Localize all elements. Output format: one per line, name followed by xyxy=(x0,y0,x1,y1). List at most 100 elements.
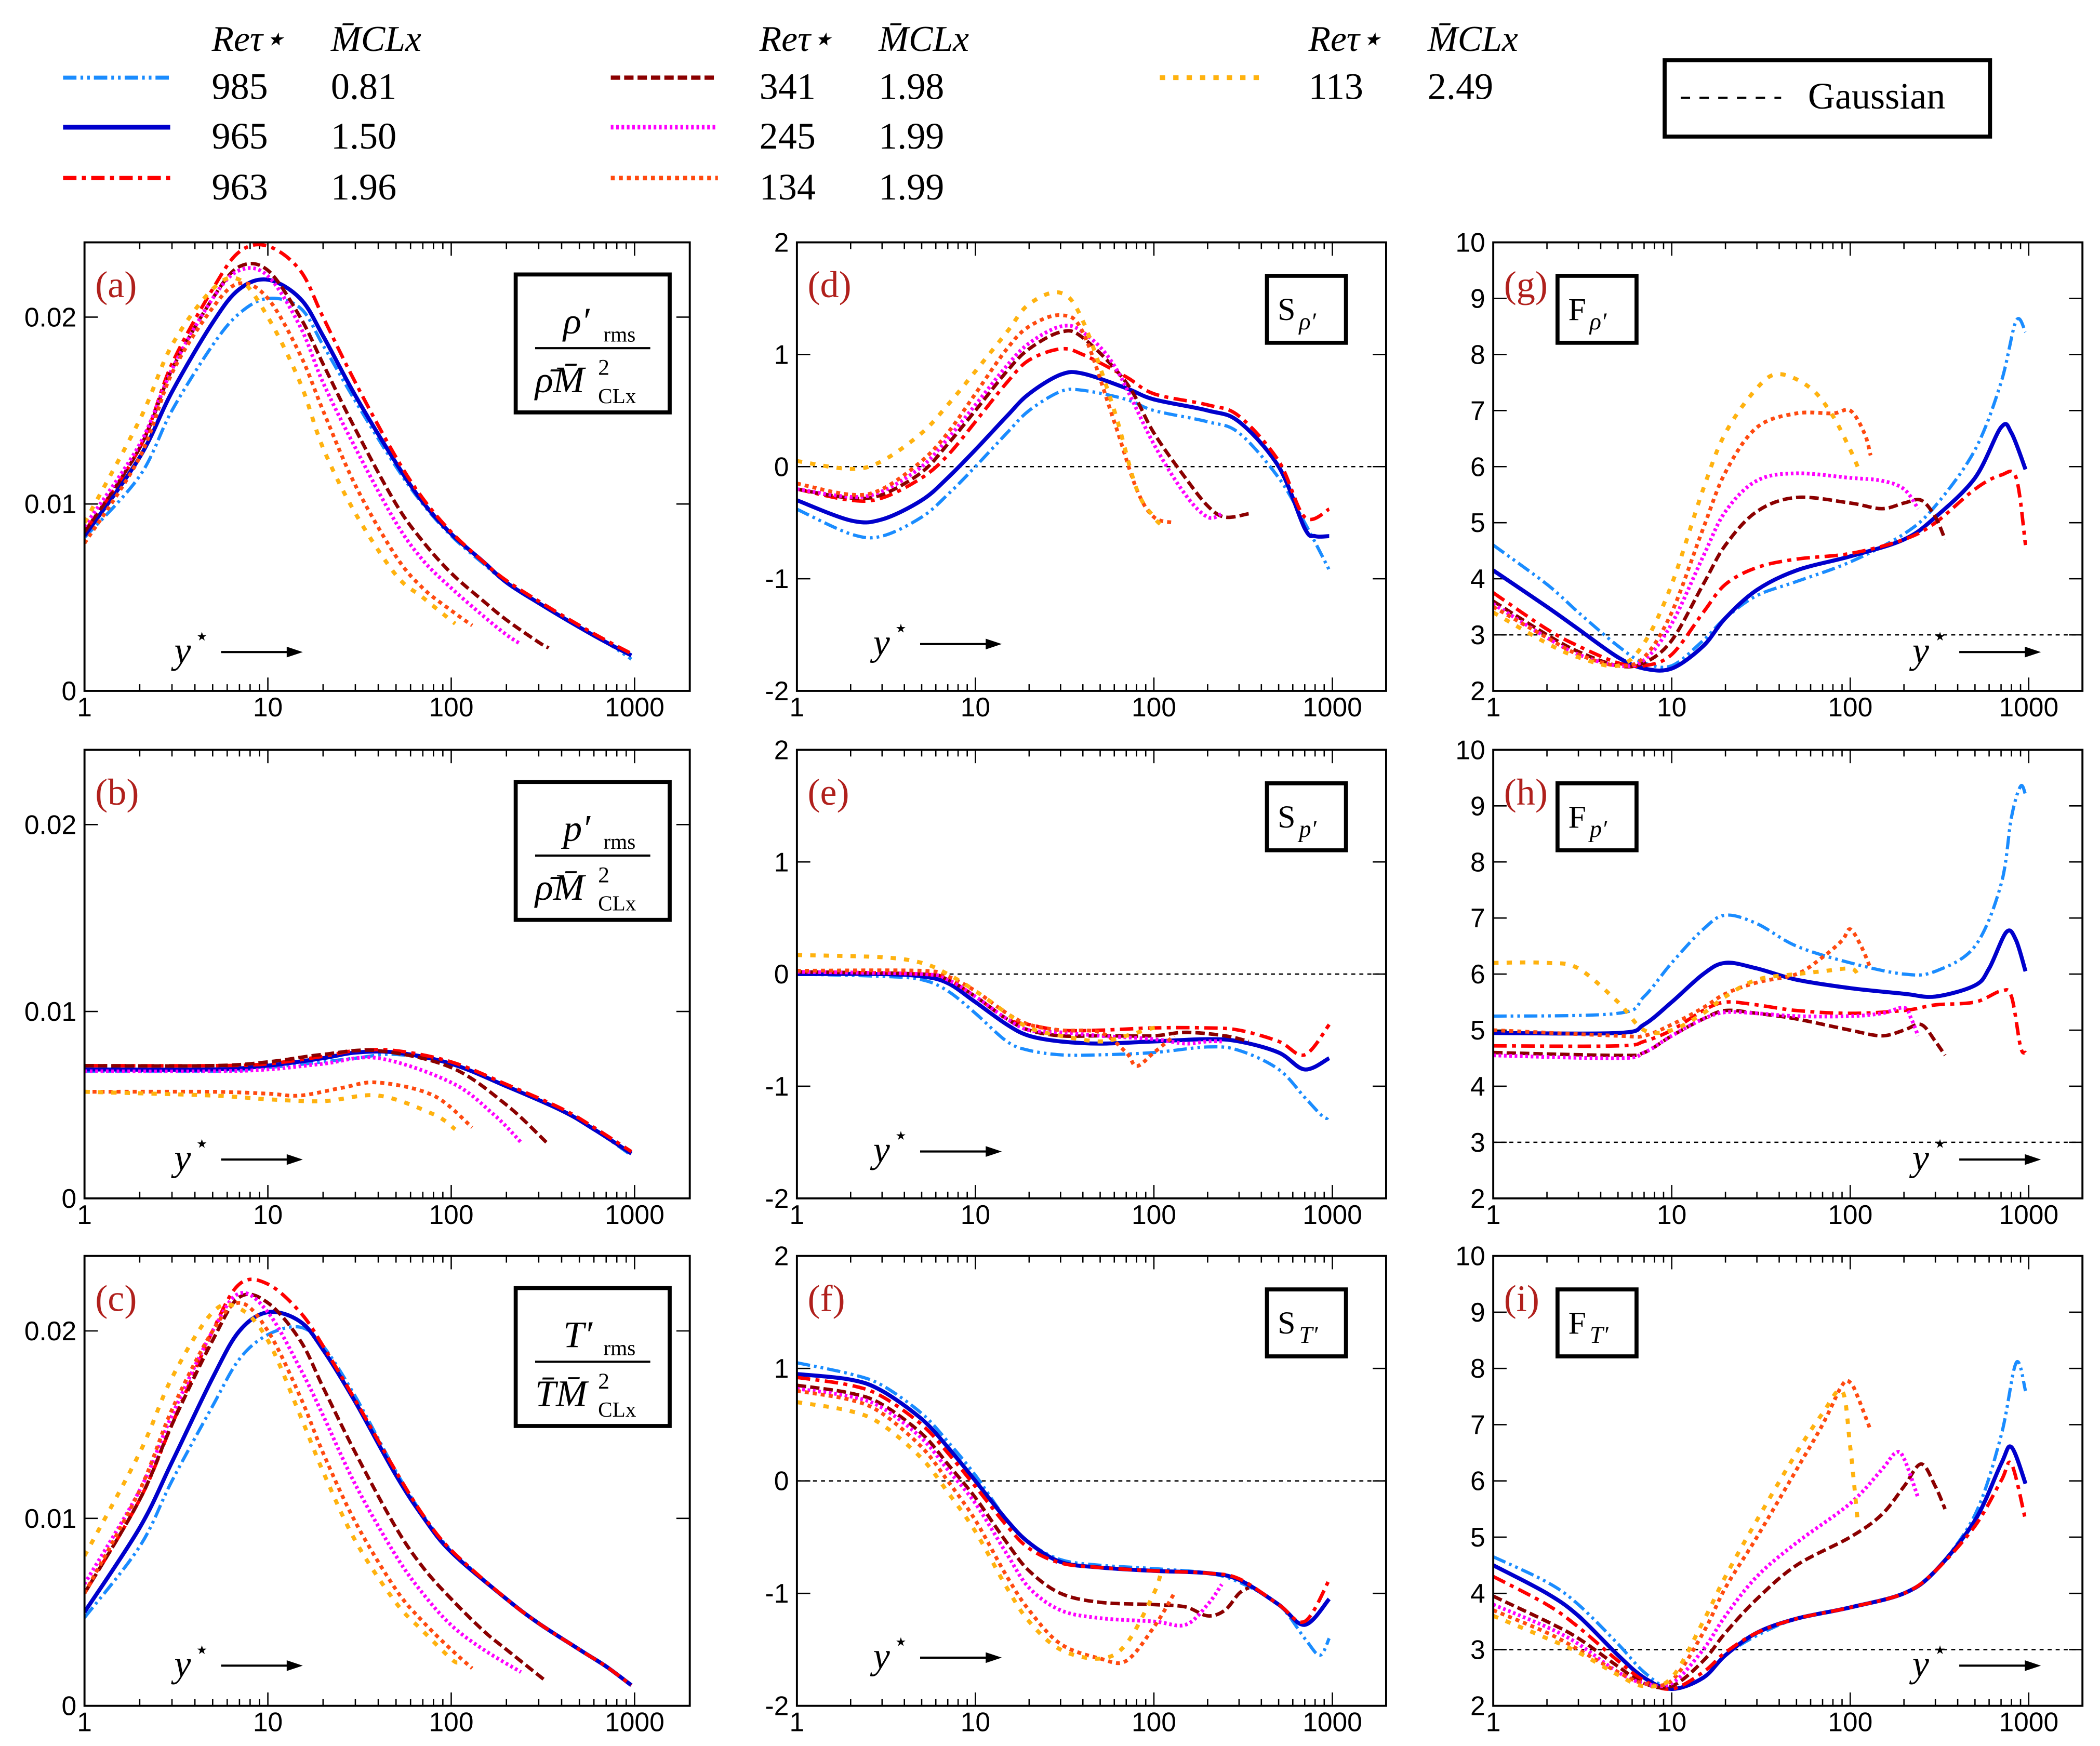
panel-i: 1 10 100 1000 2 3 4 5 6 7 8 9 10 (i) F T′ y ⋆ xyxy=(1455,1241,2084,1737)
legend-header-re: Reτ⋆ xyxy=(211,19,286,59)
y-star-superscript: ⋆ xyxy=(893,1123,908,1149)
y-tick-label: 6 xyxy=(1470,959,1485,989)
series-line-re-965 xyxy=(1493,422,2028,673)
y-tick-label: 5 xyxy=(1470,508,1485,538)
series-line-re-245 xyxy=(1493,1449,1920,1688)
series-line-re-341 xyxy=(1493,495,1947,669)
quantity-subscript: p′ xyxy=(1297,816,1317,843)
y-tick-label: 2 xyxy=(774,1241,789,1271)
quantity-symbol: S xyxy=(1278,799,1295,835)
series-line-re-963 xyxy=(796,346,1330,522)
series-line-re-341 xyxy=(1493,1462,1947,1690)
panel-e: 1 10 100 1000 -2 -1 0 1 2 (e) S p′ y ⋆ xyxy=(765,735,1387,1230)
y-tick-label: -2 xyxy=(765,1691,789,1721)
series-line-re-985 xyxy=(796,1361,1331,1657)
legend-entry: 985 0.81 xyxy=(63,66,396,108)
series-line-re-134 xyxy=(796,313,1175,525)
x-tick-label: 1000 xyxy=(1999,1199,2058,1230)
legend-header-re: Reτ⋆ xyxy=(759,19,833,59)
legend-entry: 245 1.99 xyxy=(610,115,944,157)
legend-re-value: 963 xyxy=(212,166,268,208)
y-star-superscript: ⋆ xyxy=(194,1637,209,1663)
panel-h: 1 10 100 1000 2 3 4 5 6 7 8 9 10 (h) F p′ y ⋆ xyxy=(1455,735,2084,1230)
series-line-re-113 xyxy=(1493,372,1860,669)
y-tick-label: 7 xyxy=(1470,395,1485,425)
x-tick-label: 10 xyxy=(961,1199,990,1230)
y-star-superscript: ⋆ xyxy=(1933,623,1948,650)
legend-entry: 134 1.99 xyxy=(610,166,944,208)
x-tick-label: 1000 xyxy=(605,692,664,722)
x-tick-label: 10 xyxy=(1657,1707,1686,1737)
y-tick-label: 0 xyxy=(62,1691,77,1721)
y-tick-label: 4 xyxy=(1470,1578,1485,1608)
y-star-superscript: ⋆ xyxy=(194,1131,209,1157)
quantity-numerator: T′ xyxy=(563,1314,593,1355)
series-line-re-341 xyxy=(796,329,1250,519)
quantity-denominator: ρ̄M̄ xyxy=(534,359,587,401)
series-line-re-245 xyxy=(84,1055,523,1144)
x-tick-label: 100 xyxy=(1828,1707,1872,1737)
y-tick-label: 3 xyxy=(1470,1634,1485,1664)
quantity-numerator: ρ′ xyxy=(562,300,590,342)
series-line-re-341 xyxy=(1493,1008,1947,1057)
series-line-re-965 xyxy=(84,1310,633,1687)
y-tick-label: 8 xyxy=(1470,1353,1485,1383)
y-tick-label: 1 xyxy=(774,847,789,877)
arrow-head-icon xyxy=(2025,1660,2041,1671)
x-tick-label: 10 xyxy=(961,1707,990,1737)
quantity-denominator: ρ̄M̄ xyxy=(534,867,587,908)
panel-label: (a) xyxy=(95,264,137,305)
panel-label: (c) xyxy=(95,1277,137,1319)
x-tick-label: 100 xyxy=(429,1707,474,1737)
y-tick-label: 0.01 xyxy=(24,489,76,519)
y-star-superscript: ⋆ xyxy=(194,623,209,650)
series-line-re-245 xyxy=(1493,1006,1920,1060)
plot-frame xyxy=(83,1255,691,1707)
y-tick-label: 1 xyxy=(774,1353,789,1383)
y-tick-label: 4 xyxy=(1470,1071,1485,1101)
x-tick-label: 100 xyxy=(1132,1199,1176,1230)
arrow-head-icon xyxy=(2025,1154,2041,1165)
quantity-numerator-sub: rms xyxy=(603,830,635,854)
plot-frame xyxy=(1492,749,2084,1199)
y-tick-label: 7 xyxy=(1470,903,1485,933)
quantity-denominator-sup: 2 xyxy=(598,355,609,380)
quantity-subscript: ρ′ xyxy=(1589,309,1607,335)
series-line-re-134 xyxy=(1493,1378,1872,1688)
y-tick-label: 1 xyxy=(774,339,789,369)
panel-b: 1 10 100 1000 0 0.01 0.02 (b) p′ rms ρ̄M̄ 2 CLx y ⋆ xyxy=(24,749,691,1230)
quantity-box xyxy=(1555,1287,1639,1358)
y-tick-label: 9 xyxy=(1470,1297,1485,1327)
series-line-re-341 xyxy=(84,262,550,650)
x-tick-label: 1 xyxy=(790,692,805,722)
y-tick-label: 2 xyxy=(1470,676,1485,706)
x-tick-label: 1 xyxy=(77,1199,92,1230)
y-tick-label: 0.02 xyxy=(24,809,76,839)
y-tick-label: 0 xyxy=(62,1183,77,1214)
series-line-re-113 xyxy=(796,953,1163,1044)
quantity-numerator-sub: rms xyxy=(603,322,635,346)
y-tick-label: 5 xyxy=(1470,1015,1485,1045)
y-tick-label: 3 xyxy=(1470,1127,1485,1157)
series-group xyxy=(796,953,1331,1120)
series-line-re-341 xyxy=(84,1048,548,1144)
series-line-re-965 xyxy=(796,971,1331,1072)
plot-frame xyxy=(795,1255,1387,1707)
quantity-box xyxy=(1555,781,1639,852)
y-tick-label: 9 xyxy=(1470,283,1485,313)
series-line-re-134 xyxy=(796,1389,1176,1665)
y-tick-label: 0.01 xyxy=(24,996,76,1027)
y-tick-label: -1 xyxy=(765,1071,789,1101)
quantity-denominator-sub: CLx xyxy=(598,384,636,408)
panel-label: (e) xyxy=(807,771,849,813)
legend-re-value: 245 xyxy=(760,115,816,157)
y-star-label: y xyxy=(870,621,890,663)
y-star-label: y xyxy=(170,1137,191,1179)
legend-m-value: 1.50 xyxy=(331,115,396,157)
series-line-re-113 xyxy=(84,1089,457,1131)
quantity-denominator-sub: CLx xyxy=(598,1397,636,1421)
legend-header-m: M̄CLx xyxy=(878,19,969,59)
quantity-denominator-sup: 2 xyxy=(598,1369,609,1394)
series-group xyxy=(84,1277,633,1687)
arrow-head-icon xyxy=(286,646,303,658)
